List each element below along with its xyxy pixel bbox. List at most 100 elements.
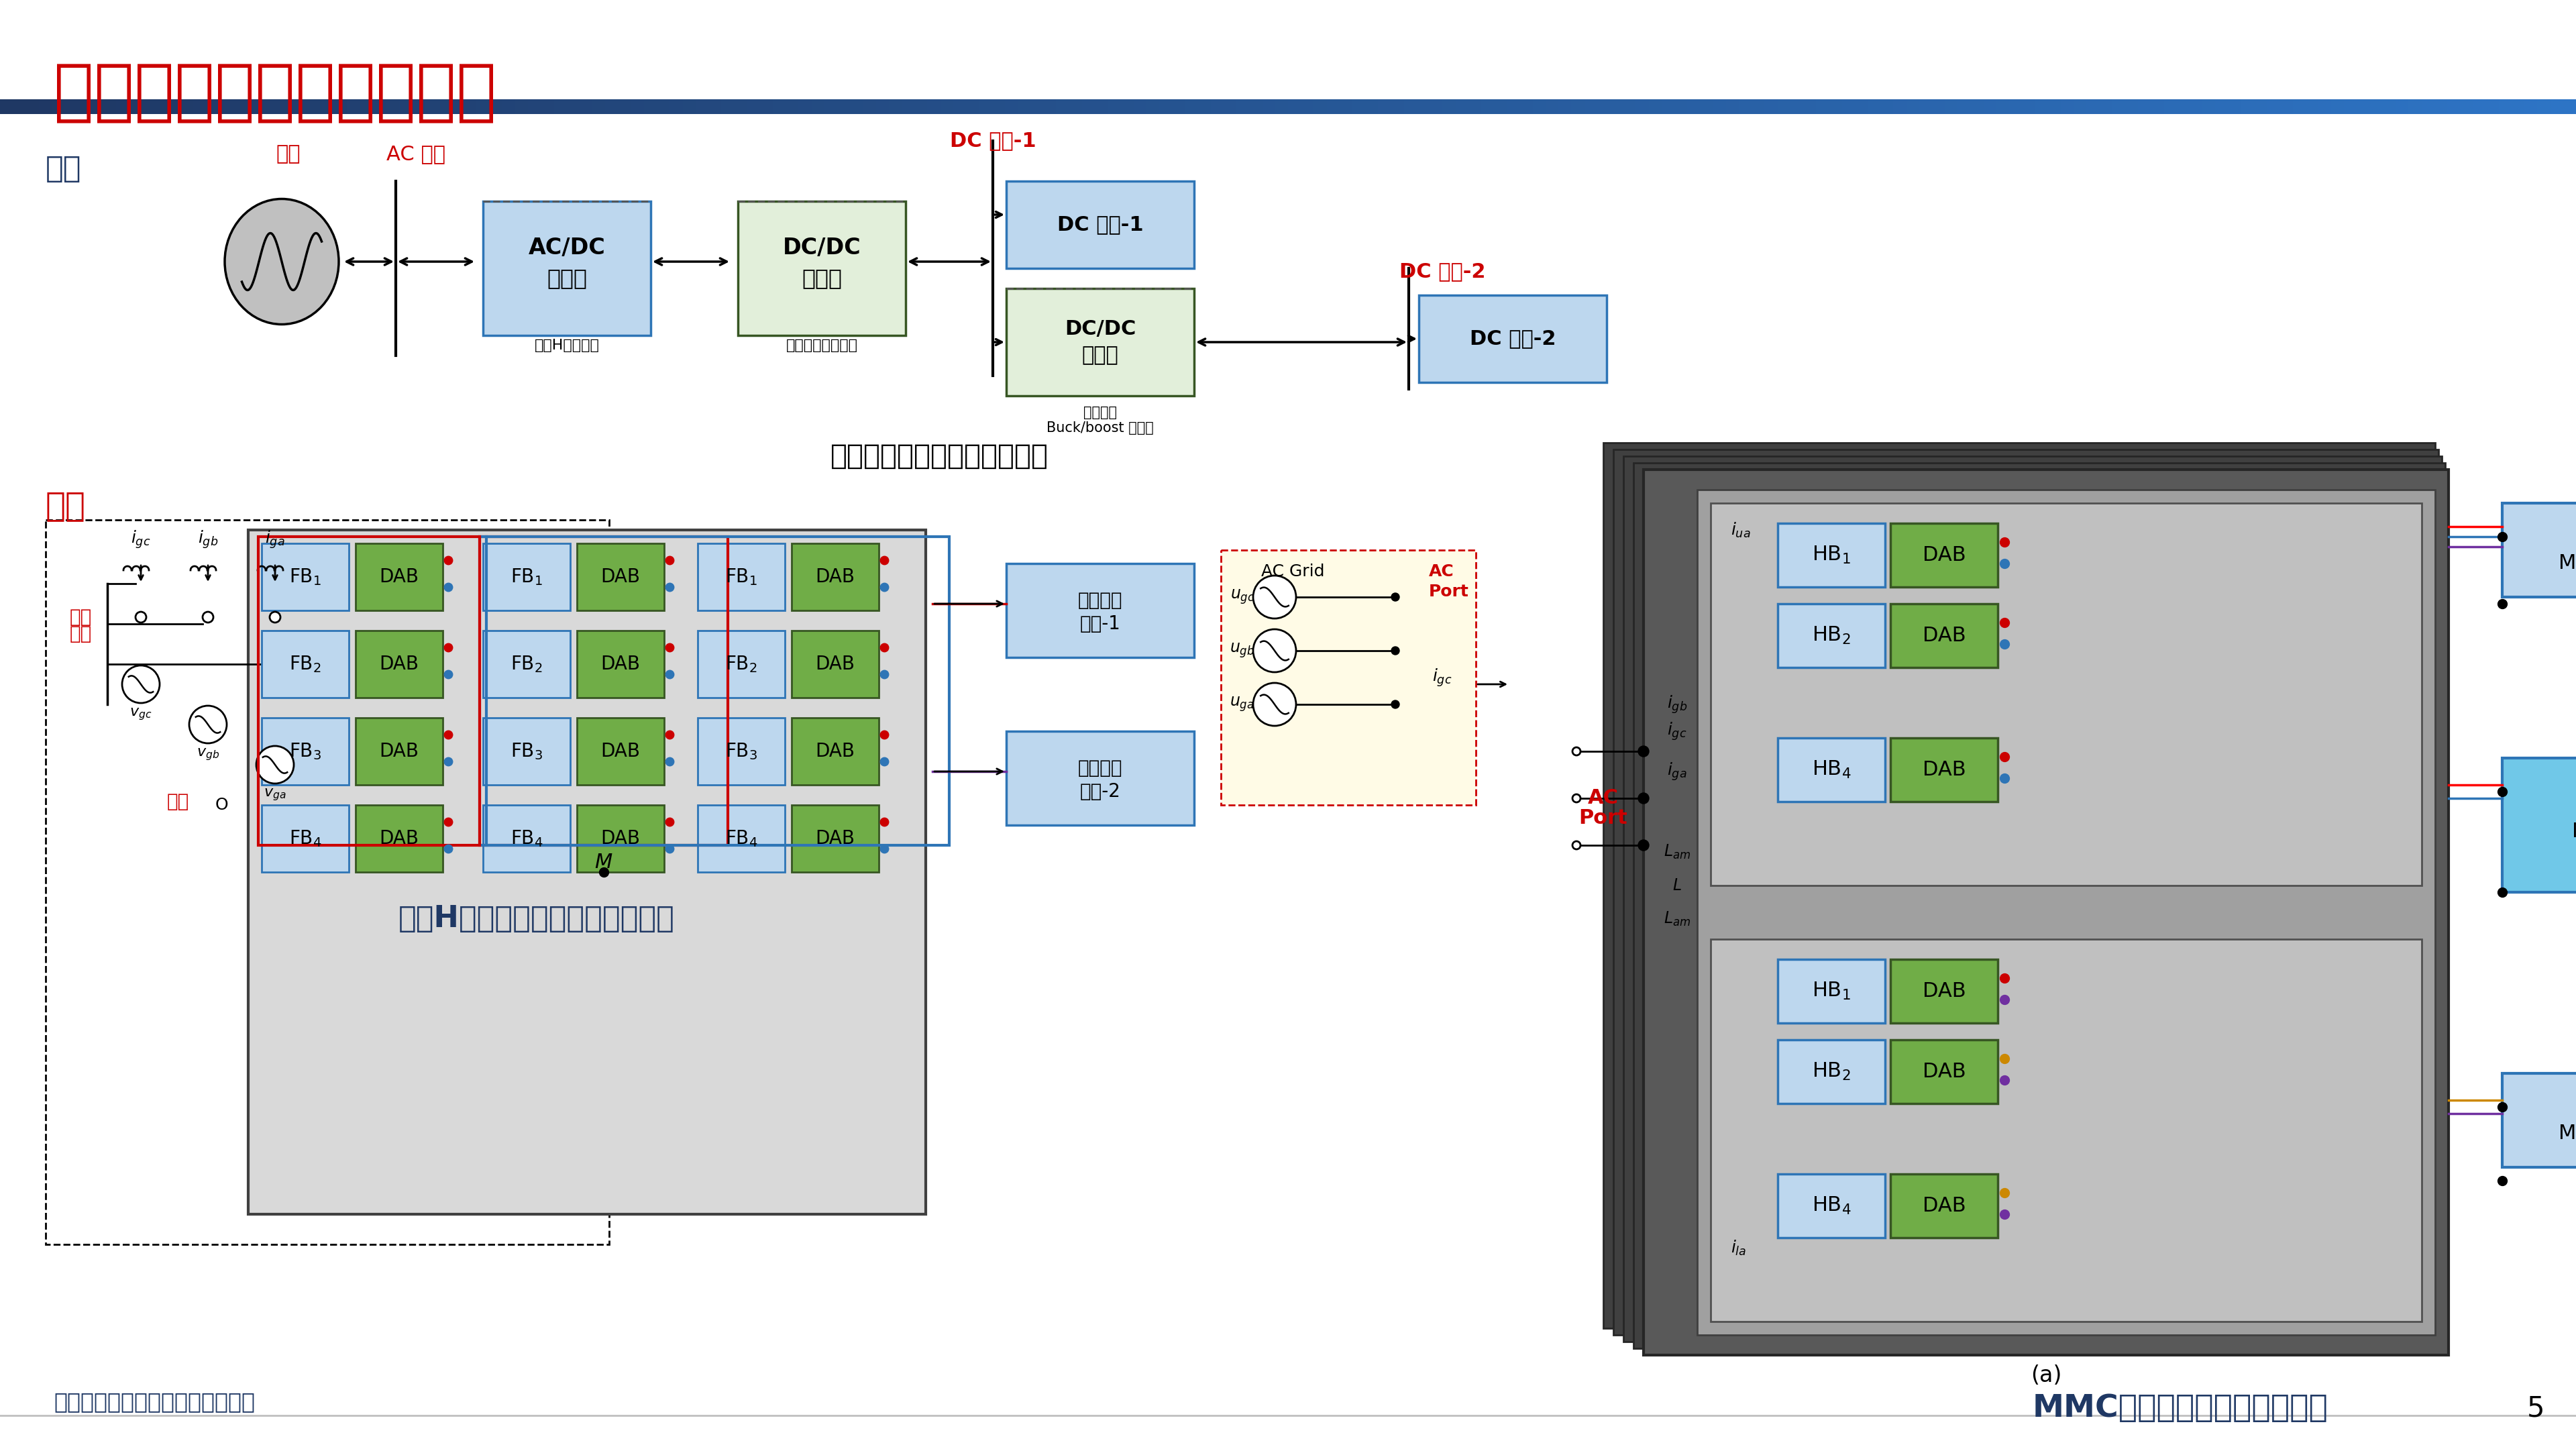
Bar xyxy=(528,100,544,114)
Text: $i_{gb}$: $i_{gb}$ xyxy=(1667,694,1687,714)
Bar xyxy=(737,201,907,335)
Bar xyxy=(1481,100,1497,114)
Bar xyxy=(142,100,157,114)
Text: DAB: DAB xyxy=(379,829,420,848)
Bar xyxy=(1236,100,1252,114)
Bar xyxy=(1710,939,2421,1321)
Text: DAB: DAB xyxy=(1922,1062,1965,1081)
Bar xyxy=(1172,100,1188,114)
Bar xyxy=(1674,100,1690,114)
Text: HB$_2$: HB$_2$ xyxy=(1811,625,1850,646)
Bar xyxy=(876,100,891,114)
Bar xyxy=(515,100,531,114)
Bar xyxy=(355,630,443,697)
Bar xyxy=(399,100,415,114)
Bar xyxy=(1752,100,1767,114)
Text: DC 微网-1: DC 微网-1 xyxy=(1056,214,1144,235)
Circle shape xyxy=(1571,748,1582,755)
Text: HB$_1$: HB$_1$ xyxy=(1811,981,1850,1001)
Text: $u_{gb}$: $u_{gb}$ xyxy=(1229,642,1255,659)
Text: FB$_1$: FB$_1$ xyxy=(726,567,757,587)
Bar xyxy=(2267,100,2282,114)
Bar xyxy=(1007,181,1195,268)
Bar xyxy=(1262,100,1278,114)
Bar xyxy=(1571,100,1587,114)
Bar xyxy=(773,100,788,114)
Bar xyxy=(605,100,621,114)
Bar xyxy=(2460,100,2476,114)
Text: AC: AC xyxy=(1587,788,1618,809)
Bar xyxy=(263,630,348,697)
Bar xyxy=(2501,1074,2576,1168)
Bar xyxy=(39,100,54,114)
Text: 电网: 电网 xyxy=(167,793,188,811)
Circle shape xyxy=(1571,842,1582,849)
Text: 传统多端口交直流混合微电网: 传统多端口交直流混合微电网 xyxy=(829,442,1048,471)
Bar xyxy=(52,100,67,114)
Text: AC 母线: AC 母线 xyxy=(386,145,446,164)
Bar xyxy=(2357,100,2372,114)
Bar xyxy=(1443,100,1458,114)
Text: DAB: DAB xyxy=(600,655,641,674)
Bar xyxy=(618,100,634,114)
Bar xyxy=(2344,100,2360,114)
Bar xyxy=(484,806,569,872)
Bar xyxy=(1891,959,1999,1023)
Bar xyxy=(837,100,853,114)
Text: 变换器: 变换器 xyxy=(801,267,842,290)
Text: 双主动全桥变换器: 双主动全桥变换器 xyxy=(786,339,858,352)
Bar xyxy=(1891,523,1999,587)
Bar xyxy=(940,100,956,114)
Bar xyxy=(1056,100,1072,114)
Bar xyxy=(247,530,925,1214)
Bar xyxy=(13,100,28,114)
Bar xyxy=(992,100,1007,114)
Bar xyxy=(1891,604,1999,668)
Text: $i_{ga}$: $i_{ga}$ xyxy=(1667,761,1687,782)
Bar xyxy=(2306,100,2321,114)
Bar xyxy=(577,630,665,697)
Bar xyxy=(577,717,665,785)
Bar xyxy=(1710,503,2421,885)
Bar xyxy=(502,100,518,114)
Bar xyxy=(1984,100,1999,114)
Text: DC 母线-1: DC 母线-1 xyxy=(951,130,1036,151)
Bar xyxy=(657,100,672,114)
Bar xyxy=(335,100,350,114)
Bar xyxy=(484,717,569,785)
Bar xyxy=(2022,100,2038,114)
Bar xyxy=(296,100,312,114)
Bar xyxy=(2434,100,2450,114)
Text: DC/DC: DC/DC xyxy=(783,238,860,259)
Text: $L_{am}$: $L_{am}$ xyxy=(1664,910,1690,927)
Bar xyxy=(270,100,286,114)
Text: $v_{gc}$: $v_{gc}$ xyxy=(129,707,152,722)
Text: $L$: $L$ xyxy=(1672,878,1682,894)
Text: 电网: 电网 xyxy=(276,145,301,164)
Circle shape xyxy=(255,746,294,784)
Bar xyxy=(577,806,665,872)
Bar xyxy=(1404,100,1419,114)
Circle shape xyxy=(1252,629,1296,672)
Bar xyxy=(1007,732,1195,824)
Bar xyxy=(1419,296,1607,383)
Bar xyxy=(2112,100,2128,114)
Text: FB$_1$: FB$_1$ xyxy=(289,567,322,587)
Bar xyxy=(2228,100,2244,114)
Bar xyxy=(180,100,196,114)
Bar xyxy=(484,201,652,335)
Bar xyxy=(1649,100,1664,114)
Bar xyxy=(2409,100,2424,114)
Text: 低压直流: 低压直流 xyxy=(1077,591,1123,610)
Bar xyxy=(309,100,325,114)
Circle shape xyxy=(188,706,227,743)
Bar xyxy=(2501,758,2576,893)
Bar xyxy=(116,100,131,114)
Bar xyxy=(2215,100,2231,114)
Bar xyxy=(1777,604,1886,668)
Bar xyxy=(1249,100,1265,114)
Bar xyxy=(1007,288,1195,396)
Bar xyxy=(1602,443,2434,1329)
Bar xyxy=(206,100,222,114)
Ellipse shape xyxy=(224,199,340,325)
